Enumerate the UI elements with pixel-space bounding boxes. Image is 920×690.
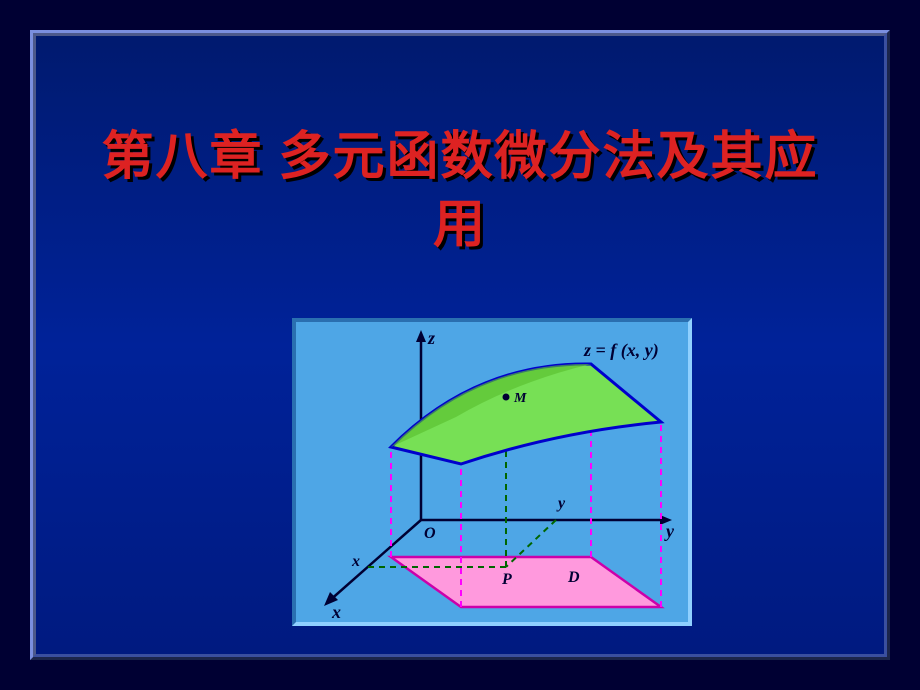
title-line-1: 第八章 多元函数微分法及其应 <box>101 129 818 186</box>
label-y-small: y <box>556 495 566 512</box>
slide-title: 第八章 多元函数微分法及其应 用 <box>36 124 884 259</box>
title-line-2: 用 <box>433 197 487 254</box>
label-z: z <box>427 328 435 348</box>
label-origin: O <box>424 525 436 542</box>
slide-frame: 第八章 多元函数微分法及其应 用 <box>30 30 890 660</box>
point-m <box>503 394 510 401</box>
label-function: z = f (x, y) <box>583 340 659 361</box>
label-y-axis: y <box>664 521 675 541</box>
label-m: M <box>513 391 527 406</box>
figure-container: z z = f (x, y) M y y O x P D x <box>292 318 692 626</box>
domain-region <box>391 557 661 607</box>
z-axis-arrow <box>416 330 426 342</box>
label-d: D <box>567 569 580 586</box>
surface-diagram: z z = f (x, y) M y y O x P D x <box>296 322 688 622</box>
label-x-axis: x <box>331 602 341 622</box>
label-x-small: x <box>351 553 360 570</box>
label-p: P <box>501 571 512 588</box>
